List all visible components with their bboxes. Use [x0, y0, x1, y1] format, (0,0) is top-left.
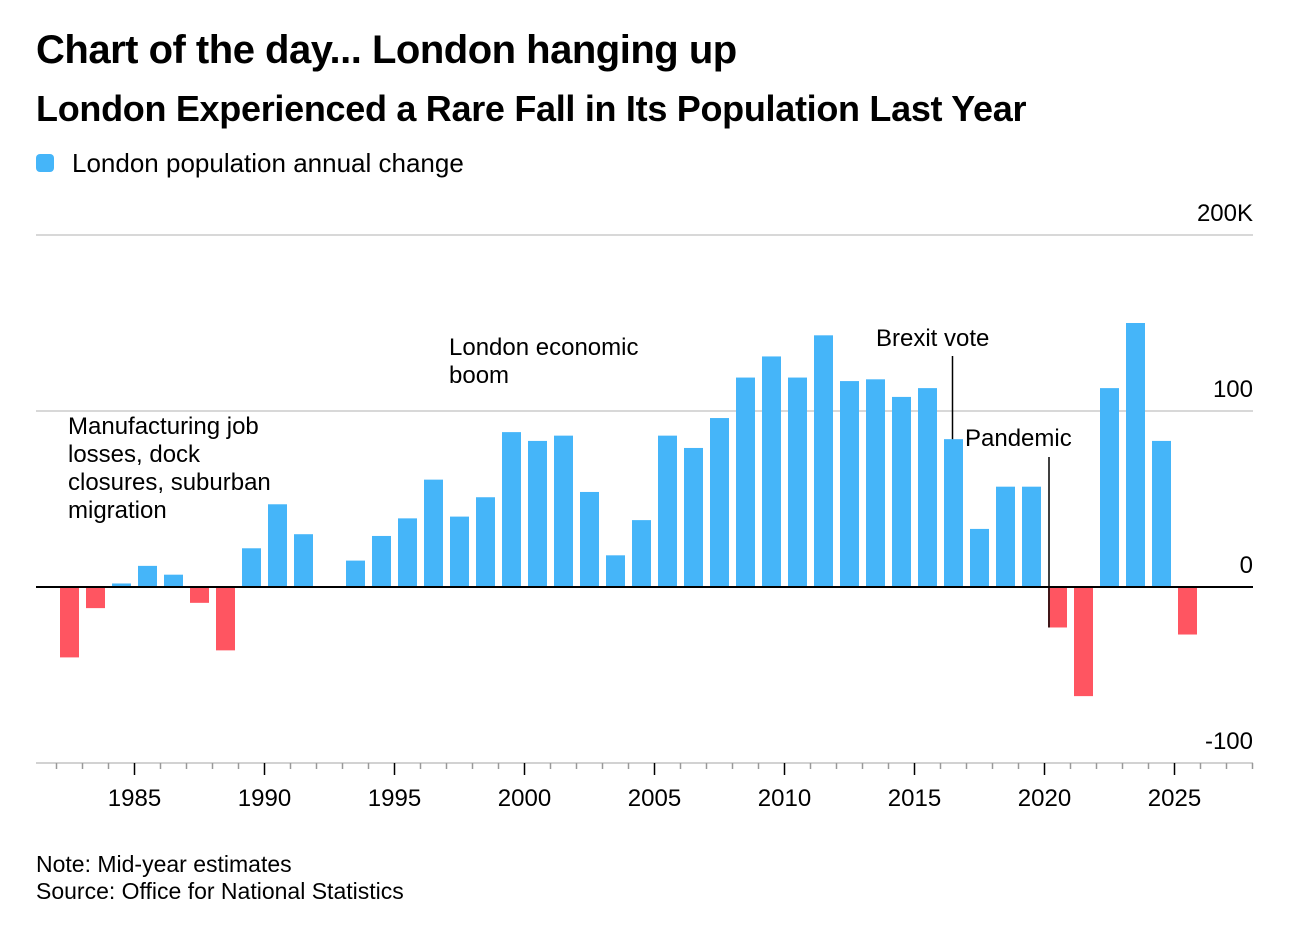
bar-1983 — [86, 587, 105, 609]
legend-swatch — [36, 154, 54, 172]
bar-2006 — [684, 447, 703, 587]
bar-1996 — [424, 479, 443, 587]
x-tick-label: 2020 — [1018, 785, 1071, 812]
bar-chart: 200K 100 0 -100 1985 1990 1995 2000 2005 2010 2015… — [36, 200, 1254, 812]
bar-1999 — [502, 432, 521, 587]
bar-2013 — [866, 379, 885, 587]
bar-1989 — [242, 548, 261, 587]
bar-2022 — [1100, 388, 1119, 587]
x-tick-label: 2010 — [758, 785, 811, 812]
bar-2009 — [762, 356, 781, 587]
bar-1984 — [112, 583, 131, 587]
bar-2004 — [632, 520, 651, 587]
bar-2007 — [710, 418, 729, 587]
annotation-manufacturing: closures, suburban — [68, 469, 271, 496]
bar-2020 — [1048, 587, 1067, 628]
bar-2015 — [918, 388, 937, 587]
annotation-boom: London economic — [449, 334, 638, 361]
bar-1985 — [138, 565, 157, 587]
x-tick-label: 2025 — [1148, 785, 1201, 812]
bar-1993 — [346, 560, 365, 587]
bar-2016 — [944, 439, 963, 587]
bar-2001 — [554, 435, 573, 587]
annotation-boom: boom — [449, 362, 509, 389]
annotation-brexit: Brexit vote — [876, 325, 989, 352]
bar-2003 — [606, 555, 625, 587]
bar-2002 — [580, 491, 599, 587]
x-tick-label: 1995 — [368, 785, 421, 812]
bar-2008 — [736, 377, 755, 587]
chart-title: Chart of the day... London hanging up — [36, 28, 737, 72]
bar-2024 — [1152, 440, 1171, 587]
annotation-manufacturing: losses, dock — [68, 441, 201, 468]
bar-1990 — [268, 504, 287, 587]
annotation-manufacturing: migration — [68, 497, 167, 524]
x-tick-label: 2000 — [498, 785, 551, 812]
bar-1994 — [372, 535, 391, 587]
bar-2021 — [1074, 587, 1093, 697]
bar-1987 — [190, 587, 209, 603]
bar-2014 — [892, 396, 911, 587]
bar-2011 — [814, 335, 833, 587]
bar-1986 — [164, 574, 183, 587]
legend: London population annual change — [36, 148, 464, 178]
bar-1998 — [476, 497, 495, 587]
bar-2005 — [658, 435, 677, 587]
bar-2010 — [788, 377, 807, 587]
bar-2025 — [1178, 587, 1197, 635]
x-tick-label: 1985 — [108, 785, 161, 812]
y-tick-label: 200K — [1197, 200, 1253, 227]
bar-2000 — [528, 440, 547, 587]
x-tick-label: 1990 — [238, 785, 291, 812]
annotation-pandemic: Pandemic — [965, 425, 1072, 452]
bar-1997 — [450, 516, 469, 587]
chart-source: Source: Office for National Statistics — [36, 878, 404, 904]
bar-1988 — [216, 587, 235, 651]
bar-2018 — [996, 486, 1015, 587]
y-tick-label: 0 — [1240, 552, 1253, 579]
legend-label: London population annual change — [72, 147, 464, 178]
chart-note: Note: Mid-year estimates — [36, 851, 292, 877]
annotation-manufacturing: Manufacturing job — [68, 413, 259, 440]
chart-subtitle: London Experienced a Rare Fall in Its Po… — [36, 88, 1027, 129]
y-tick-label: -100 — [1205, 728, 1253, 755]
bar-2012 — [840, 381, 859, 587]
bar-1982 — [60, 587, 79, 658]
bar-2019 — [1022, 486, 1041, 587]
bar-2017 — [970, 528, 989, 587]
bar-2023 — [1126, 323, 1145, 587]
y-tick-label: 100 — [1213, 376, 1253, 403]
x-tick-label: 2015 — [888, 785, 941, 812]
x-tick-label: 2005 — [628, 785, 681, 812]
bar-1995 — [398, 518, 417, 587]
bar-1991 — [294, 534, 313, 587]
